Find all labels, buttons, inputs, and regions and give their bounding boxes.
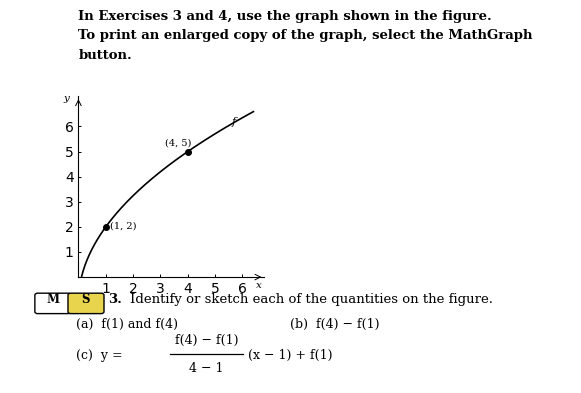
Text: (4, 5): (4, 5)	[164, 138, 191, 147]
Text: (x − 1) + f(1): (x − 1) + f(1)	[249, 349, 333, 362]
Text: 4 − 1: 4 − 1	[189, 362, 224, 375]
Text: y: y	[63, 94, 69, 103]
Text: M: M	[46, 293, 59, 306]
Text: To print an enlarged copy of the graph, select the MathGraph: To print an enlarged copy of the graph, …	[78, 29, 533, 42]
Text: Identify or sketch each of the quantities on the figure.: Identify or sketch each of the quantitie…	[130, 293, 493, 306]
Text: S: S	[82, 293, 90, 306]
Text: f: f	[232, 117, 236, 127]
Text: (b)  f(4) − f(1): (b) f(4) − f(1)	[290, 318, 380, 331]
Text: x: x	[256, 281, 262, 290]
Text: f(4) − f(1): f(4) − f(1)	[174, 334, 238, 347]
Text: (1, 2): (1, 2)	[110, 222, 137, 231]
Text: button.: button.	[78, 49, 132, 62]
Text: (c)  y =: (c) y =	[76, 349, 126, 362]
Text: 3.: 3.	[108, 293, 122, 306]
Text: In Exercises 3 and 4, use the graph shown in the figure.: In Exercises 3 and 4, use the graph show…	[78, 10, 492, 23]
Text: (a)  f(1) and f(4): (a) f(1) and f(4)	[76, 318, 178, 331]
